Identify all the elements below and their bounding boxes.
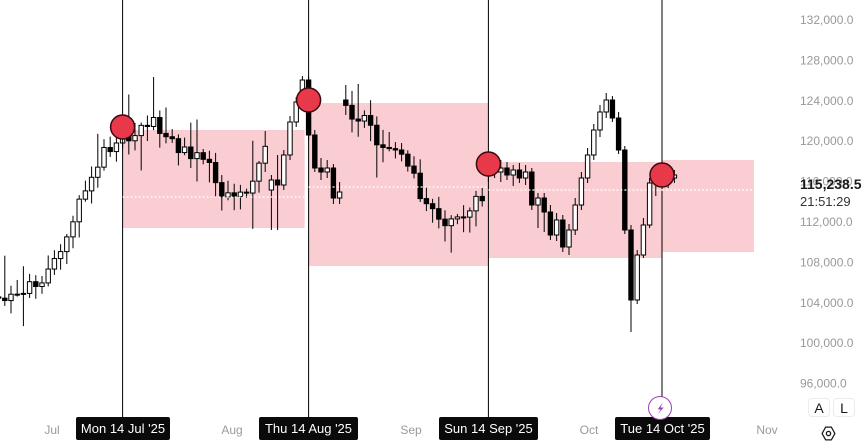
svg-text:108,000.0: 108,000.0 (800, 255, 854, 269)
svg-text:112,000.0: 112,000.0 (800, 215, 853, 229)
svg-text:96,000.0: 96,000.0 (800, 377, 847, 391)
svg-text:Jul: Jul (44, 423, 59, 437)
svg-text:104,000.0: 104,000.0 (800, 296, 854, 310)
svg-text:100,000.0: 100,000.0 (800, 336, 854, 350)
svg-text:120,000.0: 120,000.0 (800, 134, 854, 148)
svg-text:132,000.0: 132,000.0 (800, 13, 854, 27)
svg-text:Aug: Aug (221, 423, 242, 437)
svg-text:128,000.0: 128,000.0 (800, 53, 854, 67)
svg-text:Sep: Sep (400, 423, 422, 437)
svg-text:Oct: Oct (580, 423, 599, 437)
svg-text:124,000.0: 124,000.0 (800, 94, 854, 108)
svg-text:Nov: Nov (756, 423, 777, 437)
